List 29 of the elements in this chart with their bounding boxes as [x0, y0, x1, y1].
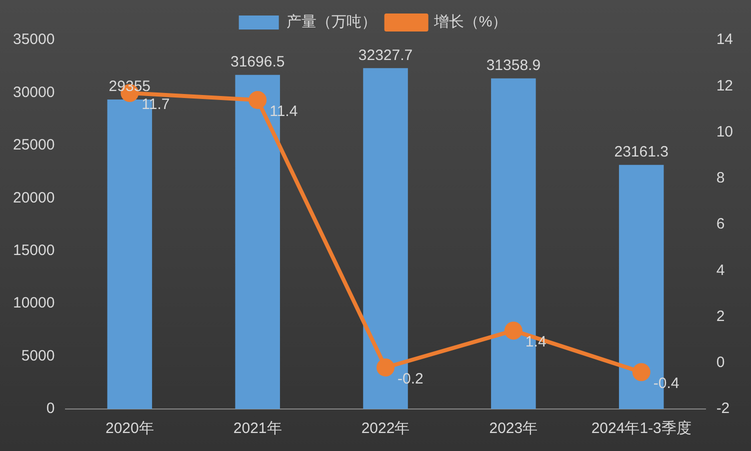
y-tick-label: 5000	[21, 347, 55, 364]
y2-tick-label: 14	[716, 31, 734, 48]
y-tick-label: 30000	[12, 84, 55, 101]
y2-tick-label: 12	[716, 77, 734, 94]
legend-label: 增长（%）	[432, 14, 508, 31]
x-tick-label: 2020年	[105, 420, 154, 438]
data-label: 23161.3	[614, 143, 668, 160]
data-label: 31358.9	[486, 57, 541, 74]
y2-tick-label: 4	[716, 262, 725, 279]
y-tick-label: 20000	[12, 189, 55, 206]
y2-tick-label: 2	[716, 308, 725, 325]
x-tick-label: 2023年	[489, 420, 538, 438]
x-tick-label: 2021年	[233, 420, 282, 438]
legend-label: 产量（万吨）	[286, 14, 376, 31]
y2-tick-label: 10	[716, 123, 734, 140]
x-tick-label: 2022年	[361, 420, 410, 438]
data-label: 1.4	[525, 334, 546, 351]
y2-tick-label: 6	[716, 216, 725, 233]
y-tick-label: 0	[46, 400, 55, 418]
y-tick-label: 10000	[12, 294, 55, 312]
data-label: 31696.5	[230, 53, 285, 70]
y2-tick-label: 8	[716, 170, 725, 187]
y2-tick-label: 0	[716, 354, 725, 372]
y2-tick-label: -2	[716, 400, 730, 418]
y-tick-label: 35000	[12, 31, 55, 48]
data-label: 32327.7	[358, 46, 413, 64]
y-tick-label: 25000	[12, 136, 55, 154]
y-tick-label: 15000	[12, 242, 55, 259]
x-tick-label: 2024年1-3季度	[591, 420, 692, 438]
